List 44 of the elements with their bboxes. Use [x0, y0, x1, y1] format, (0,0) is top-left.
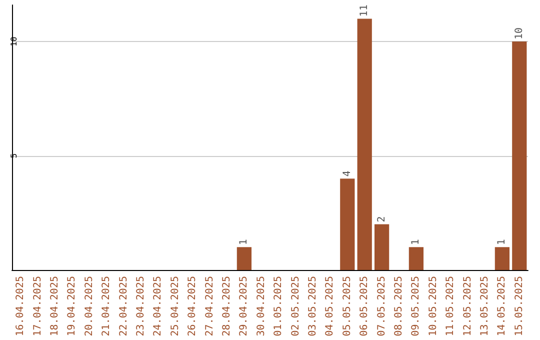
x-tick-label: 04.05.2025	[324, 276, 336, 336]
x-tick-label: 03.05.2025	[308, 276, 318, 336]
x-tick-label: 08.05.2025	[394, 276, 404, 336]
x-tick-label: 11.05.2025	[445, 276, 456, 336]
data-label: 1	[410, 239, 422, 246]
data-label: 1	[238, 239, 250, 246]
x-tick-label: 30.04.2025	[256, 276, 267, 336]
bar	[236, 247, 252, 270]
bar	[340, 178, 355, 270]
x-tick-label: 13.05.2025	[480, 276, 490, 336]
bar	[357, 18, 372, 270]
x-tick-label: 24.04.2025	[152, 276, 164, 336]
x-tick-label: 27.04.2025	[204, 276, 216, 336]
bar	[408, 247, 424, 270]
bar	[374, 224, 390, 270]
x-tick-label: 16.04.2025	[15, 276, 26, 336]
x-tick-label: 14.05.2025	[496, 276, 508, 336]
data-label: 11	[359, 4, 370, 17]
data-label: 10	[514, 28, 525, 40]
data-label: 1	[496, 239, 508, 246]
x-tick-label: 02.05.2025	[290, 276, 302, 336]
bar	[512, 42, 527, 270]
x-tick-label: 26.04.2025	[187, 276, 198, 336]
x-tick-label: 20.04.2025	[84, 276, 95, 336]
x-tick-label: 06.05.2025	[359, 276, 370, 336]
x-tick-label: 17.04.2025	[32, 276, 44, 336]
x-tick-label: 09.05.2025	[410, 276, 422, 336]
x-tick-label: 12.05.2025	[462, 276, 474, 336]
x-tick-label: 21.04.2025	[101, 276, 112, 336]
x-tick-label: 23.04.2025	[136, 276, 146, 336]
x-tick-label: 19.04.2025	[66, 276, 78, 336]
x-tick-label: 05.05.2025	[342, 276, 353, 336]
x-tick-label: 10.05.2025	[428, 276, 439, 336]
x-tick-label: 07.05.2025	[376, 276, 388, 336]
x-tick-label: 18.04.2025	[50, 276, 60, 336]
x-tick-label: 28.04.2025	[222, 276, 232, 336]
data-label: 4	[342, 170, 353, 177]
x-tick-label: 22.04.2025	[118, 276, 130, 336]
data-label: 2	[376, 216, 388, 222]
x-tick-label: 25.04.2025	[170, 276, 181, 336]
bar	[494, 247, 510, 270]
x-tick-label: 29.04.2025	[238, 276, 250, 336]
x-tick-label: 15.05.2025	[514, 276, 525, 336]
x-tick-label: 01.05.2025	[273, 276, 284, 336]
